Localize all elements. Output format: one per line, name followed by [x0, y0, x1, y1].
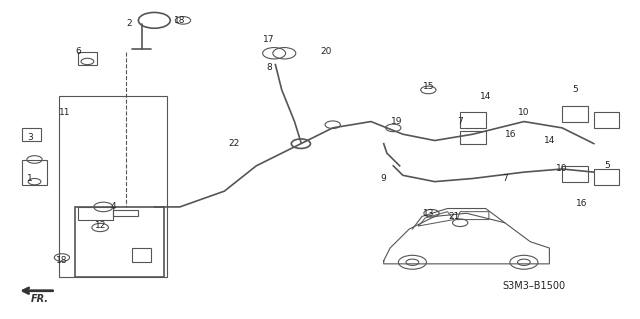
Bar	[594, 112, 620, 128]
Text: 6: 6	[75, 48, 81, 56]
Text: 7: 7	[458, 117, 463, 126]
Text: 21: 21	[448, 212, 460, 221]
Text: 18: 18	[56, 256, 68, 265]
Text: 16: 16	[575, 199, 587, 208]
Text: 12: 12	[95, 221, 106, 230]
Text: 3: 3	[27, 133, 33, 142]
Bar	[460, 131, 486, 144]
Bar	[113, 210, 138, 216]
Bar	[594, 169, 620, 185]
Bar	[562, 166, 588, 182]
Text: 9: 9	[381, 174, 387, 183]
Text: 2: 2	[126, 19, 132, 28]
Text: 1: 1	[27, 174, 33, 183]
Text: 20: 20	[321, 48, 332, 56]
Text: 16: 16	[506, 130, 517, 139]
Bar	[22, 160, 47, 185]
Text: FR.: FR.	[31, 294, 49, 304]
Text: 5: 5	[604, 161, 610, 170]
Text: 10: 10	[556, 165, 568, 174]
Text: 17: 17	[263, 35, 275, 44]
Bar	[132, 248, 151, 262]
Bar	[75, 207, 164, 277]
Text: 22: 22	[228, 139, 239, 148]
Text: 14: 14	[480, 92, 492, 101]
Text: 4: 4	[110, 203, 116, 211]
Text: 13: 13	[422, 209, 434, 218]
Bar	[78, 207, 113, 219]
Text: 11: 11	[60, 108, 71, 116]
Bar	[59, 96, 167, 277]
Text: S3M3–B1500: S3M3–B1500	[502, 281, 565, 291]
Text: 8: 8	[266, 63, 272, 72]
Bar	[460, 112, 486, 128]
Text: 19: 19	[390, 117, 402, 126]
Text: 5: 5	[572, 85, 578, 94]
Bar	[78, 52, 97, 65]
Text: 7: 7	[502, 174, 508, 183]
Bar	[22, 128, 41, 141]
Text: 14: 14	[544, 136, 555, 145]
Text: 15: 15	[422, 82, 434, 91]
Text: 18: 18	[174, 16, 186, 25]
Bar	[562, 106, 588, 122]
Text: 10: 10	[518, 108, 530, 116]
